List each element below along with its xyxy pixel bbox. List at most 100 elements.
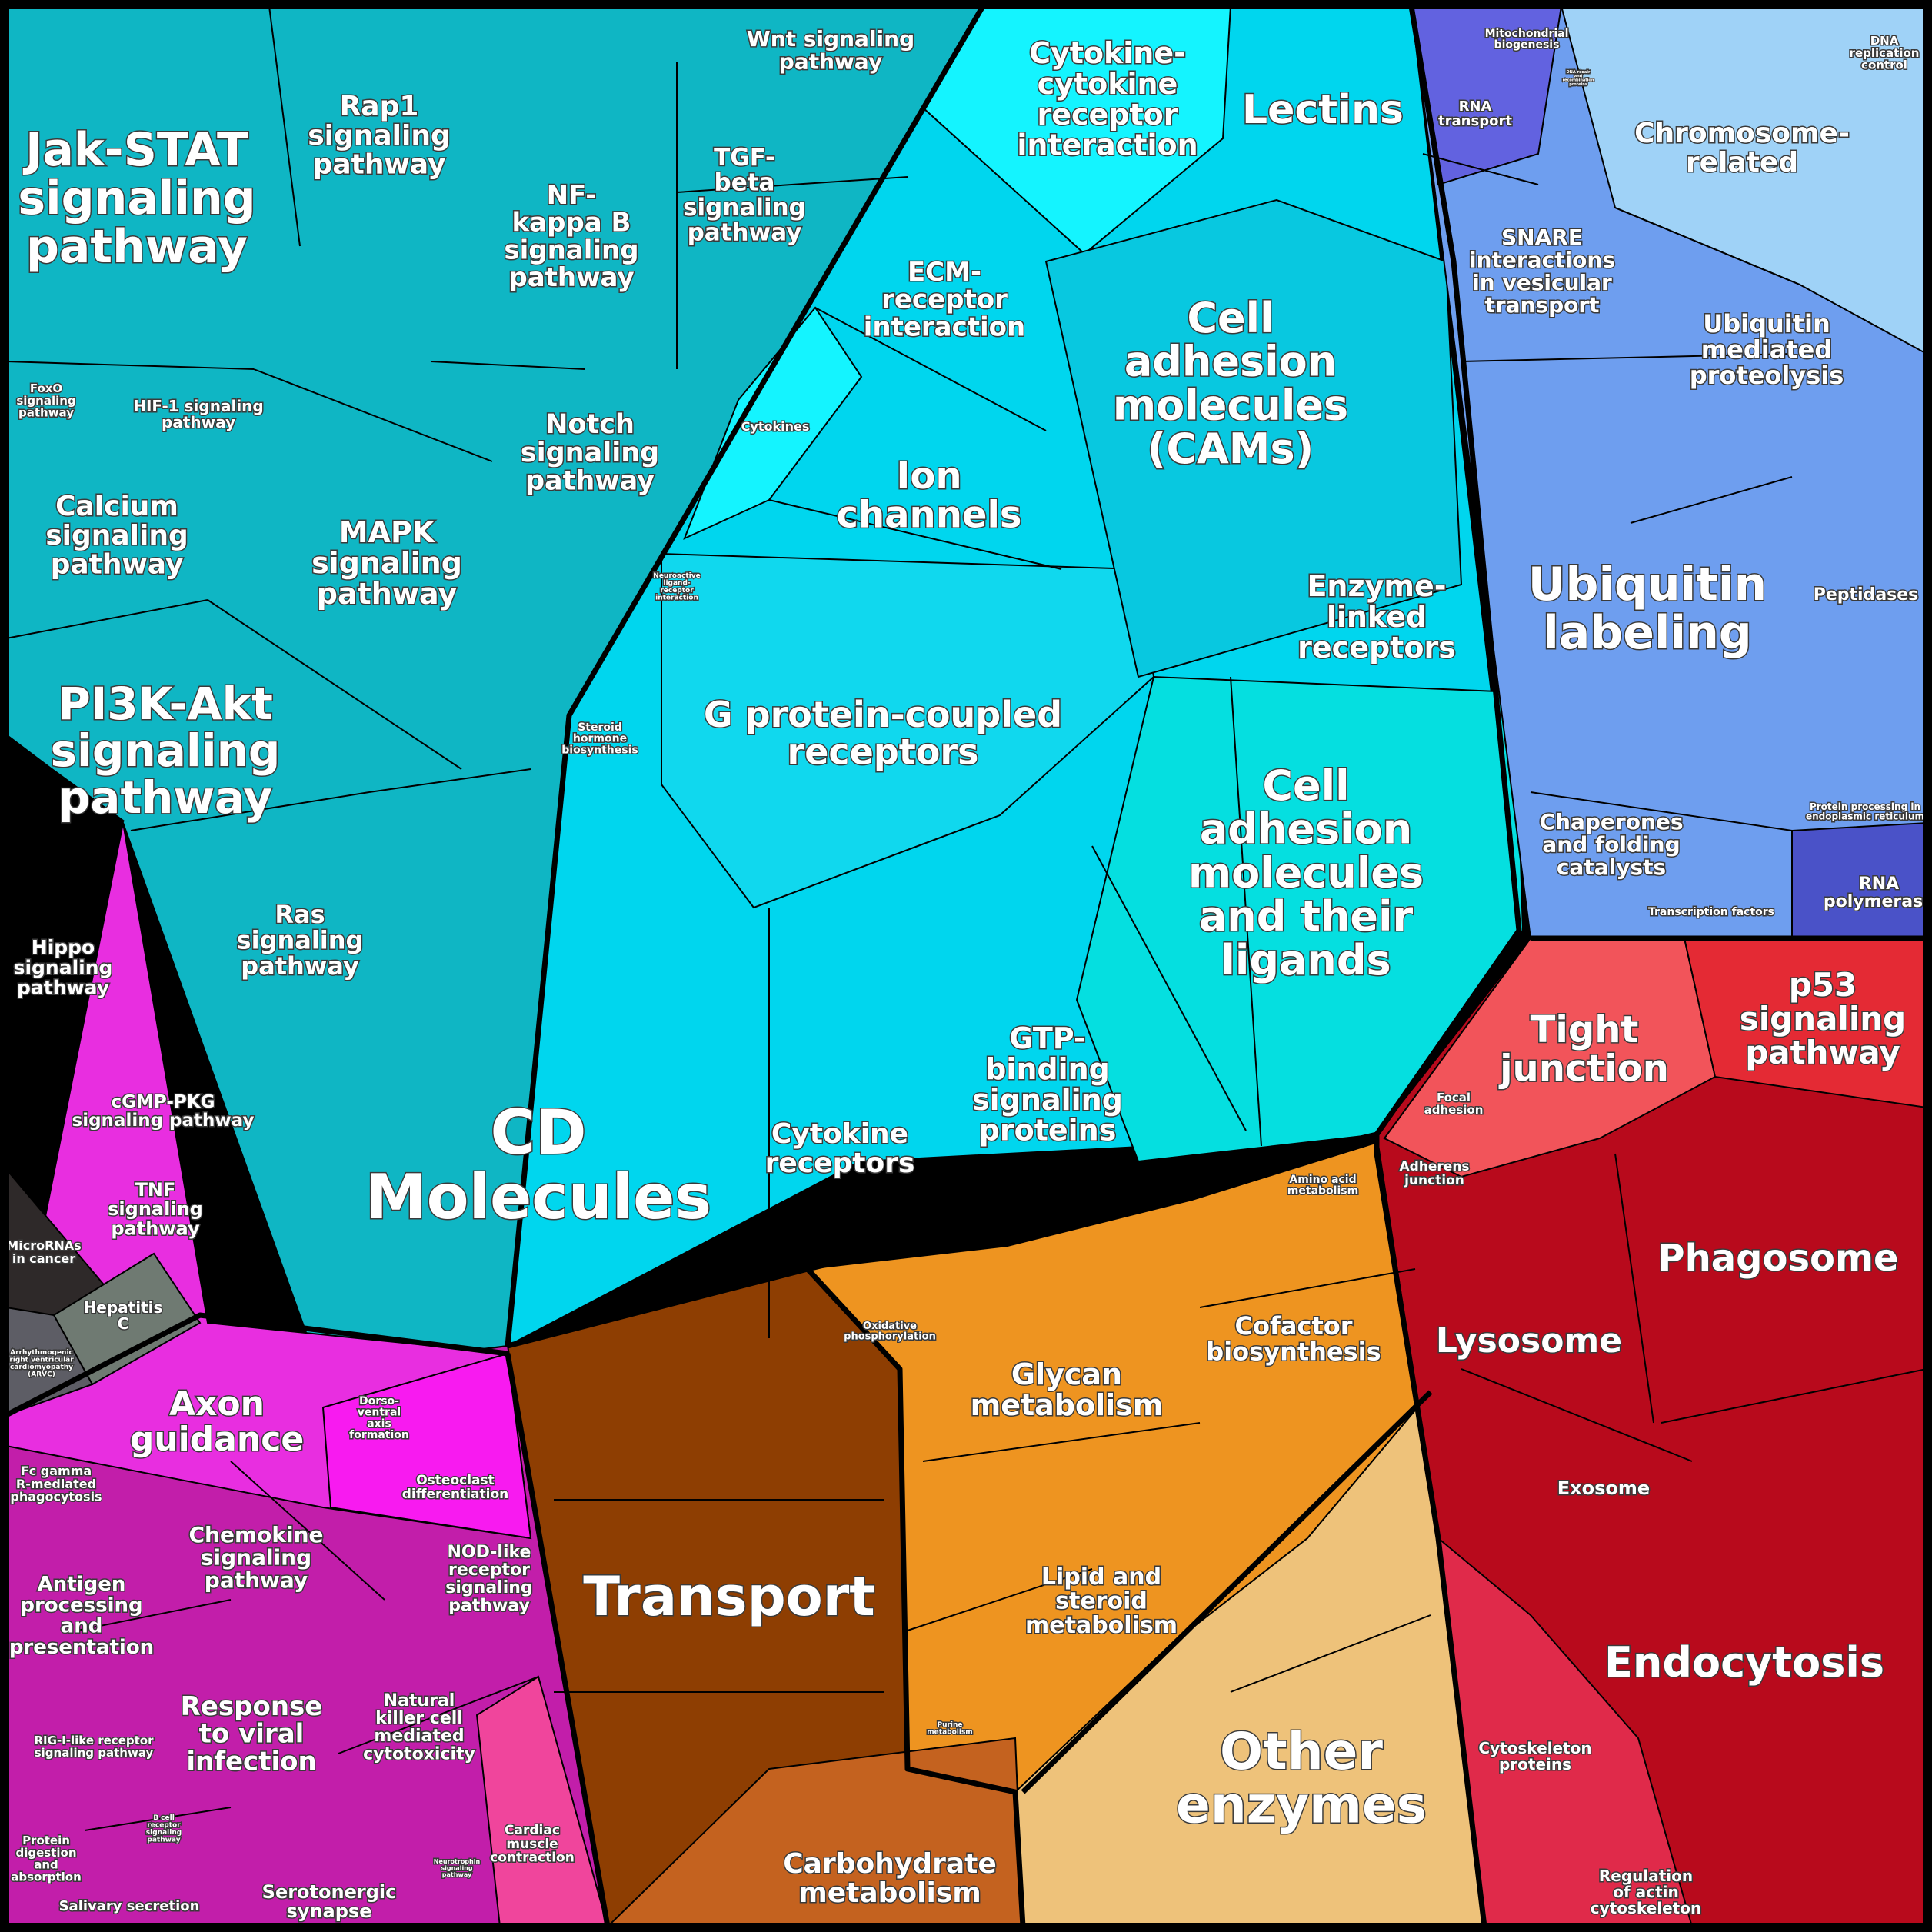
subcell-lines [5,5,1927,1831]
group-boundary [1374,1134,1487,1927]
label-line: Transcription factors [1648,906,1774,918]
label-line: Neuroactive [653,572,700,580]
label-line: Steroid [578,721,622,734]
label-line: signaling [1740,1000,1906,1038]
label-line: metabolism [1025,1612,1178,1639]
subcell-divider [268,5,301,247]
subcell-divider [768,499,1062,570]
label-line: linked [1327,600,1427,634]
label-line: PI3K-Akt [58,678,273,730]
label-line: differentiation [402,1487,508,1502]
label-line: Ras [275,900,325,929]
label-cd-molecules: CD Molecules [365,1097,711,1233]
label-line: C [118,1314,129,1333]
label-line: Molecules [365,1161,711,1233]
label-line: Rap1 [340,91,419,122]
label-line: Lectins [1242,87,1404,133]
subcell-divider [1461,1368,1693,1462]
label-line: receptor [147,1821,181,1829]
label-line: cytotoxicity [363,1744,475,1764]
label-line: binding [985,1052,1110,1086]
label-line: formation [349,1429,409,1441]
label-arvc: Arrhythmogenic right ventricular cardiomyo… [9,1349,74,1378]
label-line: cGMP-PKG [112,1092,215,1112]
label-line: receptors [788,731,979,772]
label-amino-acid: Amino acid metabolism [1287,1174,1358,1198]
label-line: pathway [111,1217,200,1239]
label-chromosome: Chromosome-related [1634,118,1850,178]
region-cytokine-light-2 [683,306,863,540]
label-line: infection [186,1746,316,1777]
label-line: Carbohydrate [783,1848,997,1880]
label-line: in cancer [12,1251,75,1266]
label-line: kappa B [512,208,631,238]
label-line: Salivary secretion [59,1898,200,1914]
label-line: pathway [17,977,109,999]
label-chemokine: Chemokine signaling pathway [188,1522,323,1593]
label-line: pathway [508,262,634,293]
label-line: Focal [1437,1091,1471,1104]
label-line: metabolism [927,1728,972,1736]
label-mito: Mitochondrial biogenesis [1485,28,1569,52]
label-line: right ventricular [9,1356,74,1364]
group-boundary [1021,1390,1433,1794]
label-line: GTP- [1009,1021,1085,1055]
label-line: Jak-STAT [22,123,248,177]
label-line: RNA [1459,98,1492,115]
major-borders [4,5,1927,1927]
label-line: signaling [16,394,75,408]
label-mapk: MAPK signaling pathway [311,515,462,611]
label-actin: Regulation of actin cytoskeleton [1591,1867,1701,1917]
label-line: adhesion [1424,1103,1484,1117]
label-line: endoplasmic reticulum [1806,811,1924,822]
label-nod: NOD-like receptor signaling pathway [445,1543,532,1615]
label-line: Fc gamma [21,1464,92,1478]
label-line: adhesion [1200,805,1412,854]
label-enzyme-linked: Enzyme-linked receptors [1297,569,1456,665]
label-line: Hepatitis [84,1298,163,1317]
label-line: molecules [1188,848,1424,897]
label-line: Cytokine- [1029,36,1186,70]
label-line: interaction [1017,128,1198,162]
label-line: biosynthesis [561,744,638,756]
label-line: Phagosome [1657,1237,1898,1280]
label-cardiac: Cardiac muscle contraction [490,1823,575,1866]
label-line: Cytokines [741,419,810,434]
region-cams [1044,198,1463,678]
label-line: interaction [655,594,698,601]
label-line: signaling [441,1864,473,1871]
subcell-divider [922,1422,1201,1462]
label-cytokine-receptors: Cytokine receptors [765,1118,915,1179]
label-line: HIF-1 signaling [133,397,263,415]
label-line: Tight [1531,1008,1639,1051]
label-line: killer cell [375,1709,463,1728]
label-line: FoxO [30,381,62,395]
label-line: cytoskeleton [1591,1899,1701,1917]
label-bcell: B cell receptor signaling pathway [146,1814,182,1844]
subcell-divider [1091,845,1247,1131]
label-line: pathway [51,549,184,581]
label-line: signaling [445,1578,532,1597]
label-line: receptor [660,587,694,595]
subcell-divider [230,1461,385,1601]
label-line: Protein processing in [1810,801,1920,812]
label-line: control [1861,58,1907,72]
subcell-divider [907,1568,1093,1631]
label-line: pathway [525,466,655,497]
label-line: pathway [1745,1034,1900,1071]
label-line: Chromosome- [1634,118,1850,149]
label-line: proteins [979,1114,1117,1148]
subcell-divider [84,1807,232,1831]
label-protein-digestion: Protein digestion and absorption [11,1834,82,1884]
group-boundary [1374,5,1522,1137]
label-line: Amino acid [1289,1174,1356,1186]
label-line: signaling [311,546,462,580]
label-line: Chemokine [188,1522,323,1547]
label-line: Oxidative [863,1321,917,1332]
label-line: pathway [688,219,802,247]
label-adherens: Adherens junction [1399,1159,1469,1188]
label-line: Transport [583,1565,875,1628]
label-phagosome: Phagosome [1657,1237,1898,1280]
group-boundary [805,1267,1026,1927]
